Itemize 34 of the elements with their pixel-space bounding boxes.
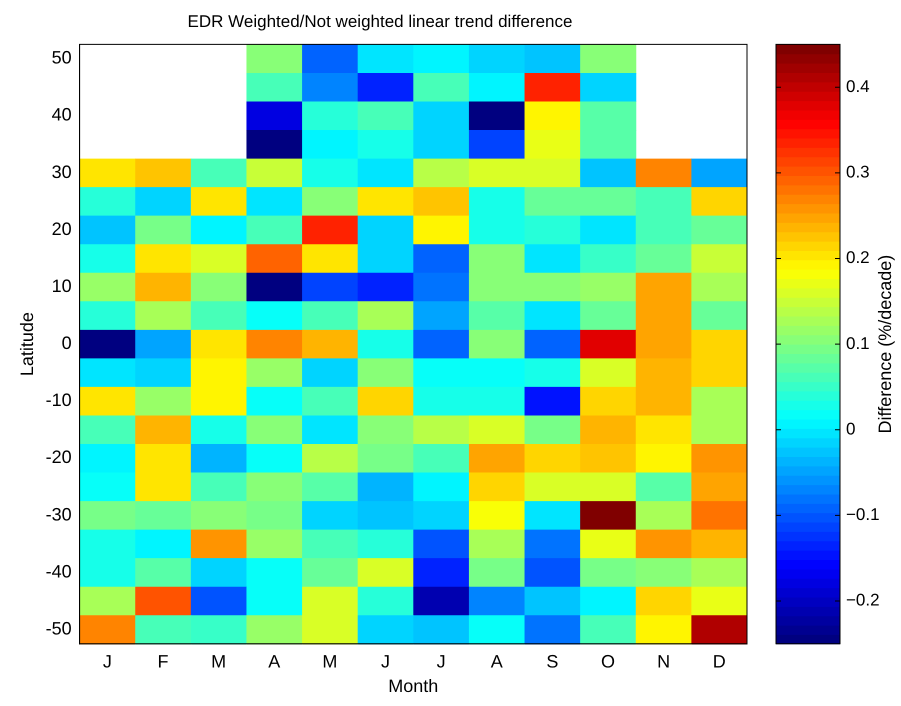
x-tick-label: M bbox=[211, 652, 226, 672]
color-bar-label: 0 bbox=[846, 419, 856, 438]
chart-title: EDR Weighted/Not weighted linear trend difference bbox=[188, 12, 572, 31]
y-tick-label: -40 bbox=[46, 561, 72, 582]
x-tick-label: J bbox=[381, 652, 390, 672]
y-tick-label: -10 bbox=[46, 390, 72, 410]
x-tick-label: J bbox=[436, 652, 446, 672]
x-tick-label: N bbox=[657, 652, 670, 672]
x-tick-label: A bbox=[268, 652, 280, 672]
y-tick-label: 30 bbox=[52, 162, 72, 182]
x-axis-title: Month bbox=[388, 676, 438, 696]
y-tick-label: 40 bbox=[52, 104, 72, 125]
y-axis-title: Latitude bbox=[16, 312, 37, 376]
y-tick-label: -50 bbox=[46, 618, 72, 638]
y-tick-label: 0 bbox=[62, 333, 72, 354]
y-tick-label: 50 bbox=[52, 48, 72, 68]
y-tick-label: -20 bbox=[46, 447, 72, 468]
color-bar-label: 0.4 bbox=[846, 76, 870, 96]
x-tick-label: S bbox=[546, 652, 558, 672]
y-tick-label: 10 bbox=[52, 276, 72, 296]
color-bar-label: 0.1 bbox=[846, 334, 870, 353]
color-bar-title: Difference (%/decade) bbox=[874, 254, 895, 434]
color-bar-label: −0.1 bbox=[846, 505, 880, 524]
y-tick-label: 20 bbox=[52, 218, 72, 239]
x-tick-label: A bbox=[490, 652, 503, 672]
x-tick-label: F bbox=[158, 652, 169, 672]
x-tick-label: O bbox=[600, 652, 615, 672]
color-bar-label: −0.2 bbox=[846, 590, 880, 610]
y-tick-label: -30 bbox=[46, 504, 72, 524]
color-bar-label: 0.3 bbox=[846, 162, 870, 182]
x-tick-label: J bbox=[102, 652, 112, 672]
color-bar-label: 0.2 bbox=[846, 248, 870, 268]
x-tick-label: M bbox=[322, 652, 338, 672]
x-tick-label: D bbox=[712, 652, 726, 672]
